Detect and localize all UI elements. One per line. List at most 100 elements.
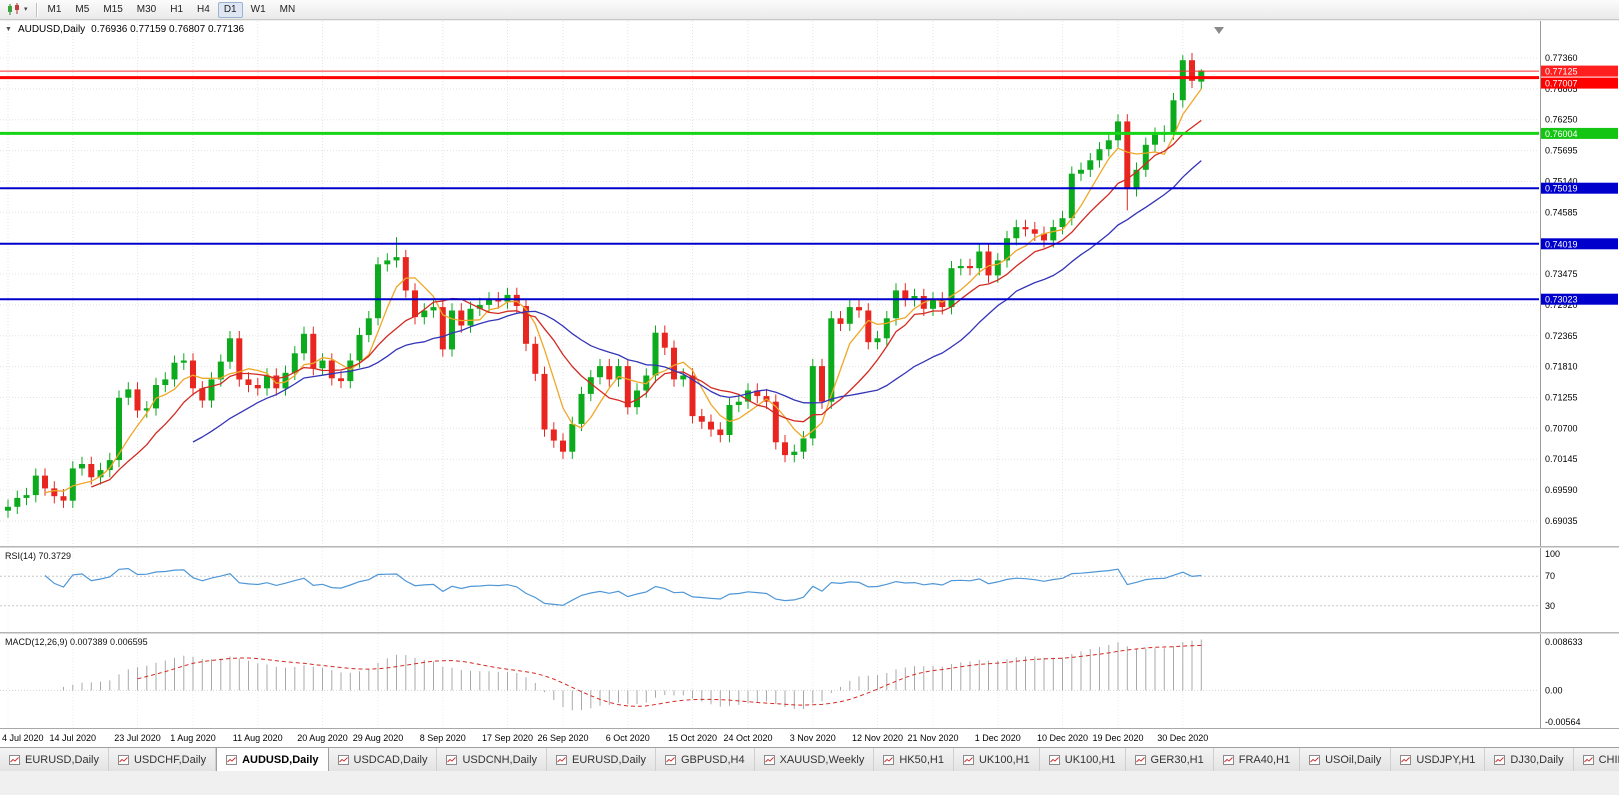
mini-chart-icon xyxy=(446,754,458,765)
svg-text:0.72920: 0.72920 xyxy=(1545,300,1578,310)
mini-chart-icon xyxy=(9,754,20,765)
tab-label: GER30,H1 xyxy=(1150,753,1204,766)
rsi-axis[interactable]: 100 70 30 xyxy=(1540,548,1561,632)
chart-tab-CHINA300-H1[interactable]: CHINA300,H1 xyxy=(1573,748,1619,771)
date-label: 11 Aug 2020 xyxy=(232,733,283,743)
tab-label: AUDUSD,Daily xyxy=(242,753,319,766)
main-chart-panel[interactable]: ▼ AUDUSD,Daily 0.76936 0.77159 0.76807 0… xyxy=(0,21,1619,546)
timeframe-button-D1[interactable]: D1 xyxy=(217,1,243,18)
ma-21-line xyxy=(192,160,1202,443)
chart-tab-GER30-H1[interactable]: GER30,H1 xyxy=(1125,748,1214,771)
tab-label: USDCAD,Daily xyxy=(353,753,428,766)
tab-label: UK100,H1 xyxy=(978,753,1030,766)
price-flag-0.77125 xyxy=(1541,65,1618,77)
svg-text:70: 70 xyxy=(1545,571,1555,581)
chart-tab-HK50-H1[interactable]: HK50,H1 xyxy=(874,748,954,771)
tab-label: USOil,Daily xyxy=(1325,753,1382,766)
mini-chart-icon xyxy=(1309,754,1321,765)
chart-tab-USDCHF-Daily[interactable]: USDCHF,Daily xyxy=(108,748,217,771)
svg-text:0.75140: 0.75140 xyxy=(1545,177,1578,187)
chart-tab-USDCNH-Daily[interactable]: USDCNH,Daily xyxy=(437,748,548,771)
panel-resize-handle[interactable] xyxy=(0,632,1619,634)
timeframe-button-MN[interactable]: MN xyxy=(279,4,296,15)
grid xyxy=(0,548,1539,632)
chart-tab-USOil-Daily[interactable]: USOil,Daily xyxy=(1300,748,1392,771)
price-flag-0.75019 xyxy=(1541,182,1618,194)
chart-tab-USDJPY-H1[interactable]: USDJPY,H1 xyxy=(1391,748,1486,771)
mini-chart-icon xyxy=(1494,754,1506,765)
macd-canvas[interactable]: 0.008633 0.00 -0.00564 xyxy=(0,634,1619,728)
chart-tab-EURUSD-Daily[interactable]: EURUSD,Daily xyxy=(0,748,109,771)
timeframe-button-M1[interactable]: M1 xyxy=(47,4,62,15)
svg-text:0.74019: 0.74019 xyxy=(1545,239,1578,249)
timeframe-button-M30[interactable]: M30 xyxy=(136,4,157,15)
mini-chart-icon xyxy=(1400,754,1412,765)
rsi-canvas[interactable]: 100 70 30 xyxy=(0,548,1619,632)
chart-type-button[interactable]: ▾ xyxy=(3,1,31,18)
timeframe-button-M5[interactable]: M5 xyxy=(75,4,90,15)
mini-chart-icon xyxy=(665,754,676,765)
date-label: 10 Dec 2020 xyxy=(1036,733,1089,743)
date-label: 19 Dec 2020 xyxy=(1092,733,1144,743)
collapse-triangle-icon[interactable]: ▼ xyxy=(5,26,12,33)
tab-label: USDCNH,Daily xyxy=(462,753,538,766)
tab-label: DJ30,Daily xyxy=(1510,753,1564,766)
macd-axis[interactable]: 0.008633 0.00 -0.00564 xyxy=(1540,634,1583,728)
mini-chart-icon xyxy=(1582,754,1594,765)
rsi-panel[interactable]: RSI(14) 70.3729 100 70 30 xyxy=(0,548,1619,632)
tab-label: USDJPY,H1 xyxy=(1416,753,1476,766)
chart-tab-FRA40-H1[interactable]: FRA40,H1 xyxy=(1213,748,1301,771)
date-label: 26 Sep 2020 xyxy=(537,733,589,743)
date-axis[interactable]: 4 Jul 2020 14 Jul 2020 23 Jul 2020 1 Aug 20… xyxy=(0,728,1619,747)
timeframe-toolbar: M1 M5 M15 M30 H1 H4 D1 W1 MN xyxy=(42,1,302,18)
chart-window: ▼ AUDUSD,Daily 0.76936 0.77159 0.76807 0… xyxy=(0,21,1619,747)
mini-chart-icon xyxy=(763,754,775,765)
timeframe-button-H4[interactable]: H4 xyxy=(197,4,210,15)
timeframe-button-H1[interactable]: H1 xyxy=(170,4,184,15)
panel-resize-handle[interactable] xyxy=(0,546,1619,548)
svg-text:0.71255: 0.71255 xyxy=(1545,393,1578,403)
grid xyxy=(0,21,1539,546)
mini-chart-icon xyxy=(1222,754,1234,765)
svg-text:0.75695: 0.75695 xyxy=(1545,146,1578,156)
svg-text:0.73475: 0.73475 xyxy=(1545,269,1578,279)
date-label: 8 Sep 2020 xyxy=(419,733,466,743)
chart-tab-GBPUSD-H4[interactable]: GBPUSD,H4 xyxy=(656,748,755,771)
chart-ohlc-label: 0.76936 0.77159 0.76807 0.77136 xyxy=(91,24,245,35)
svg-text:0.70700: 0.70700 xyxy=(1545,423,1578,433)
chart-tab-EURUSD-Daily[interactable]: EURUSD,Daily xyxy=(547,748,656,771)
svg-text:0.76004: 0.76004 xyxy=(1545,129,1578,139)
horizontal-lines[interactable] xyxy=(0,70,1539,301)
price-axis[interactable]: 0.77360 0.76805 0.76250 0.75695 0.75140 0.745… xyxy=(1540,21,1619,546)
date-label: 24 Oct 2020 xyxy=(723,733,773,743)
toolbar-separator xyxy=(35,2,37,17)
chart-title: ▼ AUDUSD,Daily 0.76936 0.77159 0.76807 0… xyxy=(5,24,244,35)
bottom-strip xyxy=(0,771,1619,795)
timeframe-button-M15[interactable]: M15 xyxy=(103,4,123,15)
chart-tab-UK100-H1[interactable]: UK100,H1 xyxy=(953,748,1040,771)
date-label: 30 Dec 2020 xyxy=(1157,733,1209,743)
chart-tab-bar: EURUSD,Daily USDCHF,Daily AUDUSD,Daily USDC… xyxy=(0,747,1619,771)
svg-text:0.77125: 0.77125 xyxy=(1545,67,1578,77)
rsi-label: RSI(14) 70.3729 xyxy=(5,551,72,561)
chevron-down-icon: ▾ xyxy=(24,6,28,13)
mini-chart-icon xyxy=(1134,754,1146,765)
chart-tab-XAUUSD-Weekly[interactable]: XAUUSD,Weekly xyxy=(754,748,875,771)
ma-5-line xyxy=(44,88,1202,494)
svg-text:0.71810: 0.71810 xyxy=(1545,362,1578,372)
timeframe-button-W1[interactable]: W1 xyxy=(250,4,266,15)
chart-tab-AUDUSD-Daily[interactable]: AUDUSD,Daily xyxy=(216,748,329,771)
mini-chart-icon xyxy=(1048,754,1060,765)
date-label: 29 Aug 2020 xyxy=(352,733,404,743)
chart-tab-USDCAD-Daily[interactable]: USDCAD,Daily xyxy=(328,748,438,771)
tab-label: EURUSD,Daily xyxy=(25,753,99,766)
mini-chart-icon xyxy=(117,754,129,765)
date-label: 17 Sep 2020 xyxy=(481,733,534,743)
chart-tab-DJ30-Daily[interactable]: DJ30,Daily xyxy=(1485,748,1574,771)
chart-tab-UK100-H1[interactable]: UK100,H1 xyxy=(1039,748,1126,771)
date-label: 3 Nov 2020 xyxy=(789,733,836,743)
main-chart-canvas[interactable]: 0.77360 0.76805 0.76250 0.75695 0.75140 0.745… xyxy=(0,21,1619,546)
macd-panel[interactable]: MACD(12,26,9) 0.007389 0.006595 0.008633… xyxy=(0,634,1619,728)
chart-symbol-label: AUDUSD,Daily xyxy=(17,24,86,35)
